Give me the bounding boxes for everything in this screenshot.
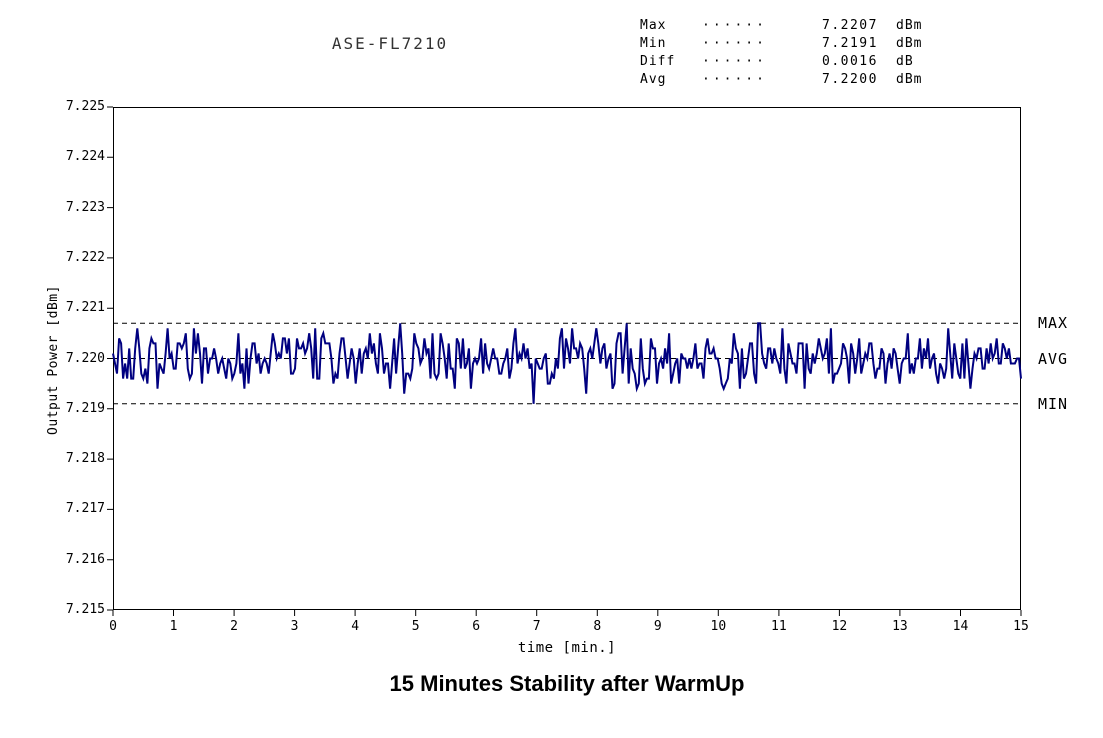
y-tick-label: 7.224 <box>65 149 105 165</box>
ref-line-label-min: MIN <box>1038 394 1069 413</box>
stat-label: Diff <box>640 54 676 69</box>
x-tick-label: 5 <box>411 619 420 634</box>
y-tick-label: 7.221 <box>65 300 105 316</box>
stat-leader-dots: ······ <box>702 36 767 51</box>
stats-row-avg: Avg ······ 7.2200 dBm <box>640 71 922 89</box>
stat-label: Max <box>640 18 667 33</box>
axis-ticks <box>107 106 1022 616</box>
x-tick-label: 12 <box>831 619 848 634</box>
stat-label: Avg <box>640 72 667 87</box>
stat-label: Min <box>640 36 667 51</box>
stats-row-diff: Diff ······ 0.0016 dB <box>640 53 922 71</box>
x-tick-label: 15 <box>1013 619 1029 634</box>
x-axis-title: time [min.] <box>517 640 617 656</box>
x-tick-label: 14 <box>952 619 969 634</box>
x-tick-label: 9 <box>653 619 662 634</box>
stat-value: 7.2200 <box>822 72 878 87</box>
ref-line-label-max: MAX <box>1038 314 1069 333</box>
x-tick-label: 2 <box>230 619 238 634</box>
chart-caption: 15 Minutes Stability after WarmUp <box>389 671 745 696</box>
x-tick-label: 0 <box>109 619 117 634</box>
stat-value: 0.0016 <box>822 54 878 69</box>
plot-area <box>107 106 1022 616</box>
ref-line-label-avg: AVG <box>1038 349 1069 368</box>
stat-value: 7.2191 <box>822 36 878 51</box>
stat-unit: dB <box>896 54 914 69</box>
x-tick-label: 3 <box>290 619 299 634</box>
y-tick-label: 7.220 <box>65 350 105 366</box>
x-tick-label: 7 <box>532 619 541 634</box>
stat-unit: dBm <box>896 36 923 51</box>
stat-unit: dBm <box>896 18 923 33</box>
x-tick-label: 1 <box>169 619 178 634</box>
data-line <box>112 322 1022 404</box>
x-tick-label: 8 <box>593 619 602 634</box>
y-tick-label: 7.223 <box>65 199 105 215</box>
x-tick-label: 10 <box>710 619 727 634</box>
y-tick-label: 7.222 <box>65 249 105 265</box>
x-tick-label: 13 <box>892 619 908 634</box>
y-axis-title: Output Power [dBm] <box>46 285 61 435</box>
x-tick-label: 11 <box>771 619 787 634</box>
y-tick-label: 7.218 <box>65 451 105 467</box>
x-tick-label: 6 <box>472 619 481 634</box>
stat-value: 7.2207 <box>822 18 878 33</box>
x-tick-label: 4 <box>351 619 360 634</box>
y-tick-label: 7.219 <box>65 400 105 416</box>
y-tick-label: 7.225 <box>65 99 105 114</box>
y-tick-label: 7.216 <box>65 551 105 567</box>
y-tick-label: 7.215 <box>65 602 105 617</box>
stat-unit: dBm <box>896 72 923 87</box>
stat-leader-dots: ······ <box>702 18 767 33</box>
stat-leader-dots: ······ <box>702 54 767 69</box>
chart-title: ASE-FL7210 <box>331 34 449 53</box>
y-tick-label: 7.217 <box>65 501 105 517</box>
stat-leader-dots: ······ <box>702 72 767 87</box>
stats-row-min: Min ······ 7.2191 dBm <box>640 35 922 53</box>
stats-panel: Max ······ 7.2207 dBm Min ······ 7.2191 … <box>640 17 922 89</box>
stats-row-max: Max ······ 7.2207 dBm <box>640 17 922 35</box>
